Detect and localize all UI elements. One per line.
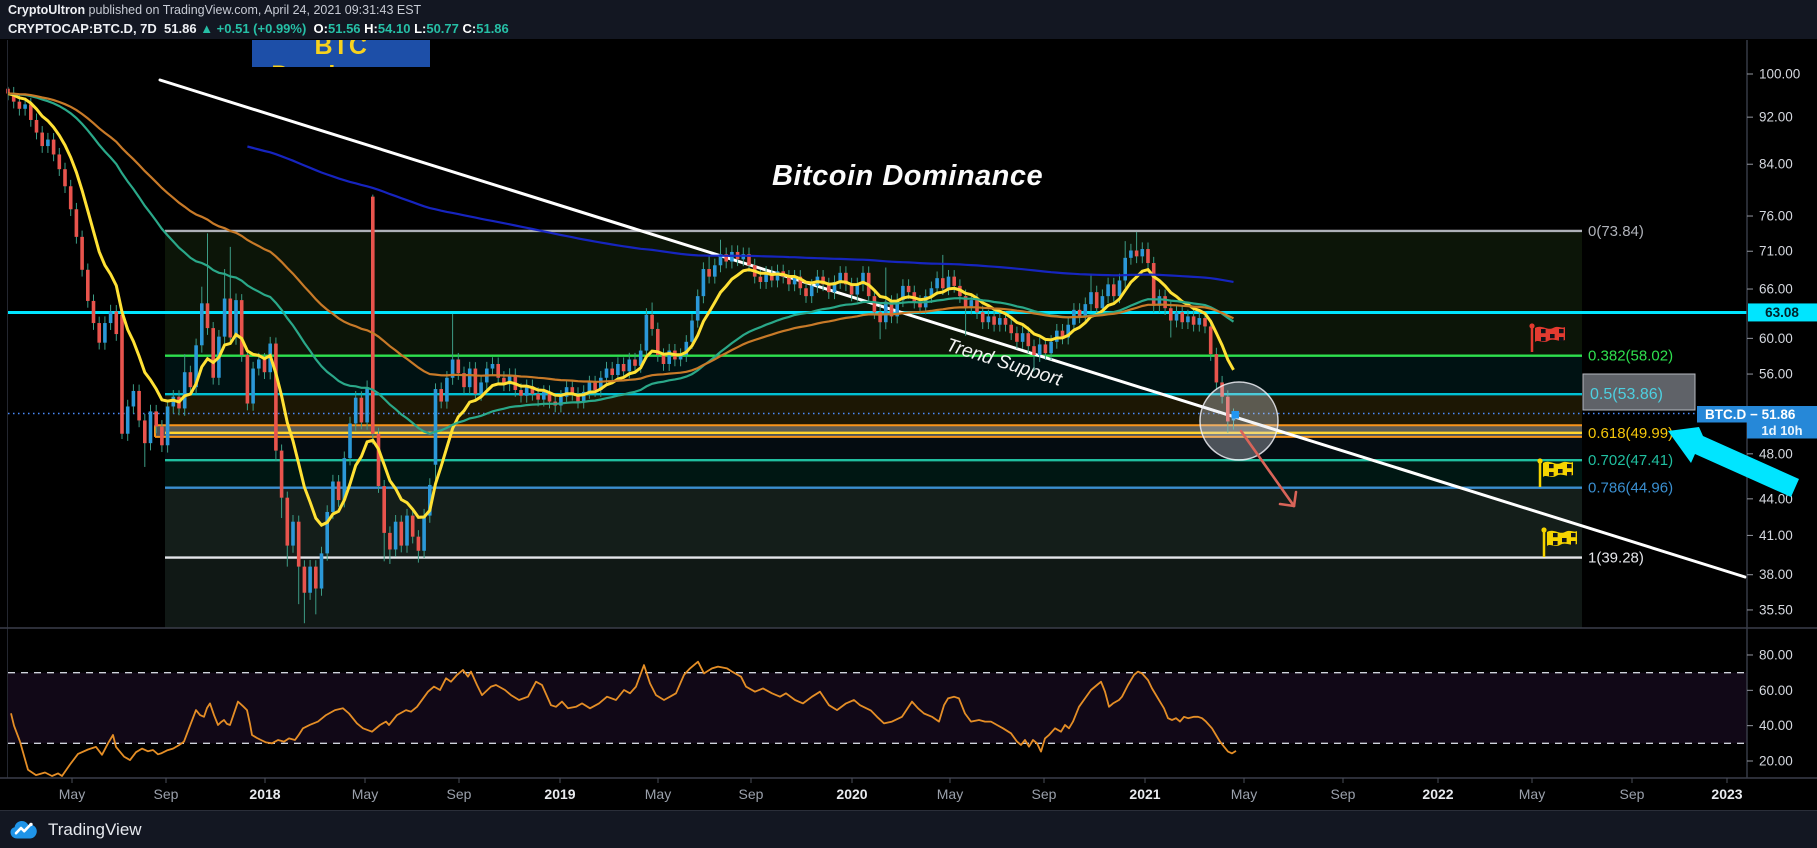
svg-text:63.08: 63.08 [1765,305,1799,320]
price-tick-label: 35.50 [1759,602,1793,617]
down-arrow-icon [1239,429,1298,508]
oscillator-line [10,660,1237,777]
price-tick-label: 48.00 [1759,446,1793,461]
slow-ema-line [7,92,1234,383]
chart-text-drawing-btc-dominance: BTC Dominance [252,40,430,67]
low-value: 50.77 [426,21,459,36]
tradingview-logo-text[interactable]: TradingView [48,820,142,839]
year-label: 2019 [544,786,575,802]
tradingview-footer: TradingView [0,810,1817,848]
price-tick-label: 38.00 [1759,567,1793,582]
fib-label: 1(39.28) [1588,550,1644,567]
open-label: O: [313,21,328,36]
publish-header: CryptoUltron published on TradingView.co… [0,0,1817,39]
price-tag-6308: 63.08 [1748,303,1817,322]
price-tick-label: 60.00 [1759,331,1793,346]
fib-05-tooltip-box: 0.5(53.86) [1582,373,1696,411]
bar-countdown: 1d 10h [1761,423,1802,438]
month-label: Sep [739,786,764,802]
high-label: H: [364,21,378,36]
price-tick-label: 76.00 [1759,209,1793,224]
fib-label: 0(73.84) [1588,223,1644,240]
close-value: 51.86 [476,21,509,36]
flag-icon [1541,527,1577,557]
month-label: May [1231,786,1257,802]
time-axis[interactable]: May Sep 2018 May Sep 2019 May Sep 2020 May Sep 2021… [59,778,1743,802]
year-label: 2023 [1711,786,1742,802]
oscillator-band [8,672,1747,744]
fib-retracement-levels: 0(73.84) 0.382(58.02) 0.618(49.99) 0.702(47… [165,223,1673,567]
fib-label: 0.618(49.99) [1588,425,1673,442]
year-label: 2020 [836,786,867,802]
chart-background [0,38,1817,810]
tradingview-logo-icon[interactable] [8,817,42,843]
gold-channel-0618 [154,424,1582,438]
price-axis[interactable]: 100.00 92.00 84.00 76.00 71.00 66.00 60.00 56.0… [1747,66,1800,769]
month-label: Sep [154,786,179,802]
flag-icon [1537,458,1573,487]
price-tick-label: 92.00 [1759,110,1793,125]
high-value: 54.10 [377,21,411,36]
price-tick-label: 66.00 [1759,282,1793,297]
year-label: 2018 [249,786,280,802]
last-price: 51.86 [164,21,197,36]
price-tick-label: 44.00 [1759,491,1793,506]
month-label: May [352,786,378,802]
drawing-anchor-square [1231,411,1239,419]
author-name: CryptoUltron [8,3,86,17]
open-value: 51.56 [328,21,361,36]
symbol-info-row: CRYPTOCAP:BTC.D, 7D 51.86 ▲ +0.51 (+0.99… [8,21,509,36]
low-label: L: [414,21,427,36]
fib-label: 0.786(44.96) [1588,480,1673,497]
month-label: May [1519,786,1545,802]
fib-retracement-zones [165,231,1582,628]
oscillator-tick-label: 40.00 [1759,718,1793,733]
price-tick-label: 84.00 [1759,157,1793,172]
price-tick-label: 41.00 [1759,528,1793,543]
month-label: Sep [1331,786,1356,802]
fib-label: 0.382(58.02) [1588,348,1673,365]
month-label: Sep [447,786,472,802]
fib-label-05: 0.5(53.86) [1590,386,1663,403]
trend-support-line [158,78,1747,579]
oscillator-tick-label: 60.00 [1759,683,1793,698]
oscillator-tick-label: 80.00 [1759,647,1793,662]
symbol-name[interactable]: CRYPTOCAP:BTC.D, 7D [8,21,157,36]
cyan-arrow-icon [1668,427,1799,497]
price-tick-label: 56.00 [1759,367,1793,382]
year-label: 2022 [1422,786,1453,802]
flag-icon [1529,323,1565,352]
month-label: Sep [1620,786,1645,802]
publish-byline: CryptoUltron published on TradingView.co… [8,3,421,17]
price-tick-label: 71.00 [1759,244,1793,259]
month-label: Sep [1032,786,1057,802]
candles-layer [6,86,1236,624]
month-label: May [59,786,85,802]
fib-label: 0.702(47.41) [1588,452,1673,469]
month-label: May [645,786,671,802]
current-price-tag-text: BTC.D − 51.86 [1705,407,1796,422]
year-label: 2021 [1129,786,1160,802]
chart-title-drawing: Bitcoin Dominance [772,160,1044,192]
price-change: ▲ +0.51 (+0.99%) [200,21,307,36]
fast-ema-line [7,92,1235,527]
highlight-circle [1199,381,1279,461]
close-label: C: [462,21,477,36]
long-ema-line [247,145,1234,283]
month-label: May [937,786,963,802]
publish-info: published on TradingView.com, April 24, … [85,3,422,17]
oscillator-tick-label: 20.00 [1759,754,1793,769]
mid-ema-line [7,92,1235,435]
price-tick-label: 100.00 [1759,66,1800,81]
